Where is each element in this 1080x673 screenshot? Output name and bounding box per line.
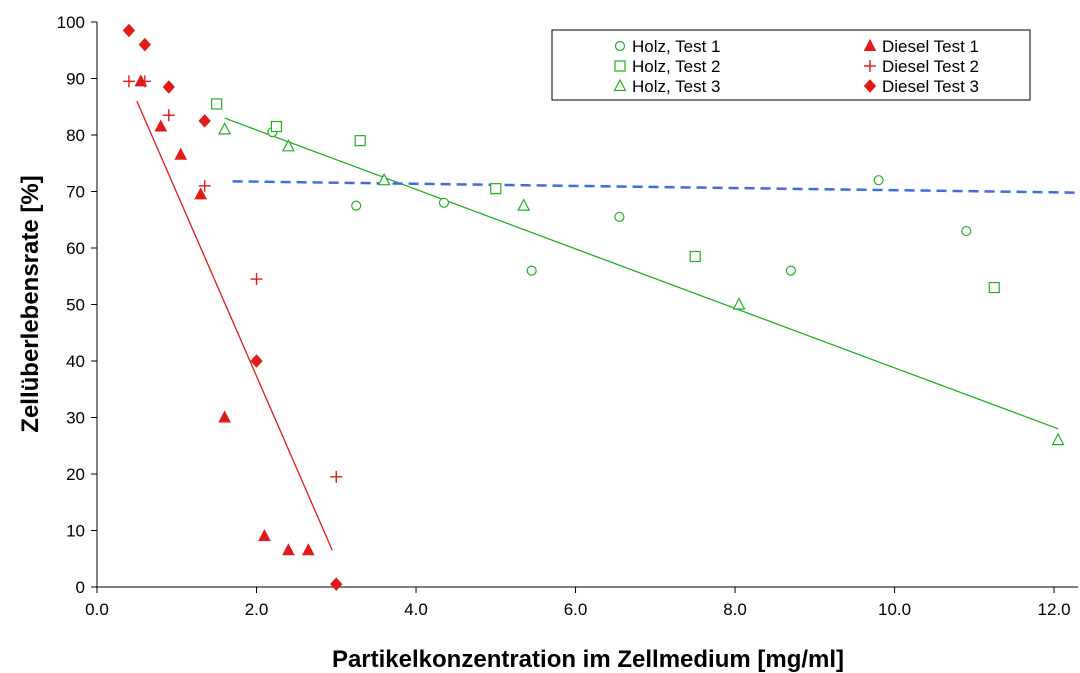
y-tick-label: 0 xyxy=(76,578,85,597)
y-tick-label: 20 xyxy=(66,465,85,484)
y-tick-label: 30 xyxy=(66,409,85,428)
data-points xyxy=(122,23,1065,591)
series-points xyxy=(122,23,343,591)
series-points xyxy=(134,74,315,556)
trendline xyxy=(224,117,1059,430)
tick-labels: 0 10 20 30 40 50 60 70 80 90 100 0.0 2.0 4.0 6.0 8.0 10.… xyxy=(57,13,1071,619)
x-tick-label: 0.0 xyxy=(85,600,109,619)
series-points xyxy=(218,122,1065,446)
x-tick-label: 6.0 xyxy=(564,600,588,619)
marker-triangle-filled xyxy=(194,187,208,200)
marker-plus xyxy=(198,179,211,192)
y-tick-label: 70 xyxy=(66,183,85,202)
marker-circle xyxy=(785,265,796,276)
marker-square xyxy=(988,281,1000,294)
marker-triangle xyxy=(732,297,746,310)
y-tick-label: 60 xyxy=(66,239,85,258)
marker-square xyxy=(354,135,366,147)
marker-triangle xyxy=(1051,432,1065,446)
x-tick-label: 2.0 xyxy=(245,600,269,619)
x-tick-label: 4.0 xyxy=(404,600,428,619)
trendlines xyxy=(136,100,1079,551)
marker-diamond-filled xyxy=(138,37,152,52)
marker-square xyxy=(689,250,701,263)
marker-triangle xyxy=(377,172,391,186)
marker-diamond-filled xyxy=(122,23,136,38)
legend-label: Diesel Test 3 xyxy=(882,77,979,96)
y-axis-title: Zellüberlebensrate [%] xyxy=(17,175,44,432)
marker-circle xyxy=(873,175,884,186)
marker-plus xyxy=(330,470,343,483)
marker-plus xyxy=(138,75,151,88)
marker-circle xyxy=(351,200,362,211)
marker-diamond-filled xyxy=(198,114,211,128)
axes xyxy=(91,21,1078,593)
y-tick-label: 50 xyxy=(66,296,85,315)
y-tick-label: 40 xyxy=(66,352,85,371)
marker-plus xyxy=(250,273,263,286)
marker-diamond-filled xyxy=(162,80,175,94)
legend-label: Holz, Test 1 xyxy=(632,37,721,56)
marker-triangle-filled xyxy=(154,119,168,132)
legend-label: Diesel Test 2 xyxy=(882,57,979,76)
marker-triangle xyxy=(218,122,232,135)
legend-label: Holz, Test 2 xyxy=(632,57,721,76)
marker-triangle xyxy=(613,78,627,92)
series-points xyxy=(122,75,343,483)
y-tick-label: 100 xyxy=(57,13,85,32)
marker-square xyxy=(211,98,223,110)
y-tick-label: 10 xyxy=(66,522,85,541)
marker-triangle-filled xyxy=(863,38,877,51)
y-tick-label: 80 xyxy=(66,126,85,145)
marker-triangle xyxy=(281,139,295,152)
marker-square xyxy=(490,183,502,195)
x-tick-label: 8.0 xyxy=(723,600,747,619)
marker-circle xyxy=(614,211,625,223)
marker-plus xyxy=(122,75,135,88)
legend-label: Diesel Test 1 xyxy=(882,37,979,56)
marker-triangle-filled xyxy=(174,147,188,160)
marker-triangle-filled xyxy=(302,543,315,556)
series-points xyxy=(267,127,972,276)
marker-square xyxy=(614,60,626,72)
marker-triangle xyxy=(517,198,531,211)
marker-circle xyxy=(961,225,972,237)
marker-triangle-filled xyxy=(258,529,271,542)
trendline xyxy=(136,100,333,551)
y-tick-label: 90 xyxy=(66,70,85,89)
marker-circle xyxy=(614,40,626,52)
x-tick-label: 12.0 xyxy=(1038,600,1071,619)
marker-square xyxy=(270,120,283,133)
marker-circle xyxy=(526,265,537,276)
marker-diamond-filled xyxy=(863,79,877,93)
x-axis-title: Partikelkonzentration im Zellmedium [mg/… xyxy=(332,646,844,673)
marker-triangle-filled xyxy=(134,74,148,87)
trendline xyxy=(232,180,1079,194)
marker-diamond-filled xyxy=(330,577,343,591)
x-tick-label: 10.0 xyxy=(878,600,911,619)
series-points xyxy=(211,98,1000,294)
legend-box xyxy=(551,29,1031,101)
legend-label: Holz, Test 3 xyxy=(632,77,721,96)
marker-plus xyxy=(864,60,876,72)
marker-diamond-filled xyxy=(250,354,263,368)
marker-triangle-filled xyxy=(218,410,231,423)
marker-triangle-filled xyxy=(282,543,295,556)
marker-circle xyxy=(438,197,450,208)
marker-plus xyxy=(162,109,175,122)
